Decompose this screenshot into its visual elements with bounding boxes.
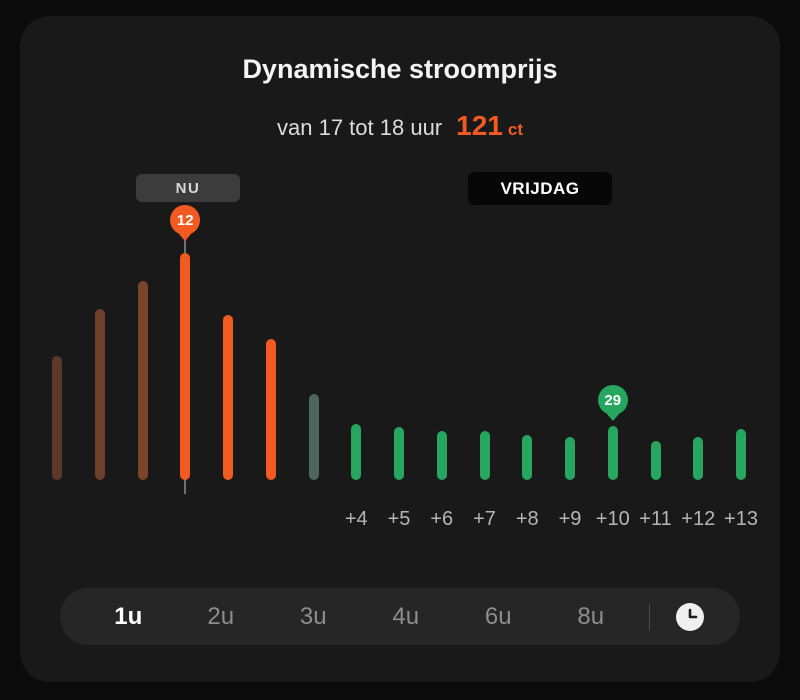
x-axis-label: +13: [724, 508, 758, 530]
now-badge[interactable]: NU: [136, 174, 240, 202]
chart-bar[interactable]: [94, 309, 105, 480]
chart-bar[interactable]: [52, 356, 62, 480]
chart-bar[interactable]: [436, 431, 447, 480]
timescale-option-1u[interactable]: 1u: [114, 602, 143, 630]
chart-bar[interactable]: [607, 426, 618, 480]
current-price-marker: 12: [170, 205, 201, 241]
chart: 12 +4 +5 +6 +7 +8 +9 +10 29 +11 +12 +13: [20, 16, 780, 682]
chart-bar[interactable]: [308, 394, 319, 480]
price-card: Dynamische stroomprijs van 17 tot 18 uur…: [20, 16, 780, 682]
x-axis-label: +7: [473, 508, 496, 530]
chart-bar[interactable]: [180, 253, 191, 480]
chart-bar[interactable]: [265, 339, 276, 480]
chart-bar[interactable]: [479, 431, 490, 480]
chart-bar[interactable]: [522, 435, 533, 480]
current-price-value: 121: [456, 110, 503, 141]
timescale-option-4u[interactable]: 4u: [392, 602, 420, 630]
timescale-option-2u[interactable]: 2u: [207, 602, 235, 630]
x-axis-label: +9: [558, 508, 582, 530]
chart-bar[interactable]: [565, 437, 575, 480]
timescale-option-8u[interactable]: 8u: [577, 602, 605, 630]
price-summary: van 17 tot 18 uur 121 ct: [20, 110, 780, 142]
chart-bar[interactable]: [693, 437, 704, 480]
day-badge[interactable]: VRIJDAG: [468, 172, 612, 205]
timescale-selector: 1u 2u 3u 4u 6u 8u: [60, 588, 740, 645]
chart-bar[interactable]: [137, 281, 148, 480]
clock-button[interactable]: [662, 602, 718, 632]
price-range-text: van 17 tot 18 uur: [277, 115, 443, 140]
chart-bar[interactable]: [650, 441, 661, 480]
marker-tail-icon: [179, 234, 192, 241]
x-axis-label: +10: [595, 508, 630, 530]
x-axis-label: +6: [430, 508, 454, 530]
clock-icon: [676, 602, 704, 631]
page-title: Dynamische stroomprijs: [242, 54, 558, 84]
x-axis-label: +11: [639, 508, 672, 530]
current-price: 121 ct: [456, 110, 523, 142]
x-axis-label: +8: [515, 508, 539, 530]
current-price-unit: ct: [507, 120, 523, 139]
timescale-divider: [649, 603, 650, 630]
x-axis-label: +12: [681, 508, 716, 530]
x-axis-label: +4: [344, 508, 368, 530]
marker-tail-icon: [606, 414, 619, 421]
low-price-marker: 29: [597, 385, 628, 421]
chart-bar[interactable]: [351, 424, 362, 480]
chart-bar[interactable]: [223, 315, 233, 480]
x-axis-label: +5: [387, 508, 411, 530]
chart-bar[interactable]: [736, 429, 746, 480]
chart-bar[interactable]: [394, 427, 404, 480]
timescale-option-3u[interactable]: 3u: [299, 602, 327, 630]
timescale-option-6u[interactable]: 6u: [484, 602, 512, 630]
